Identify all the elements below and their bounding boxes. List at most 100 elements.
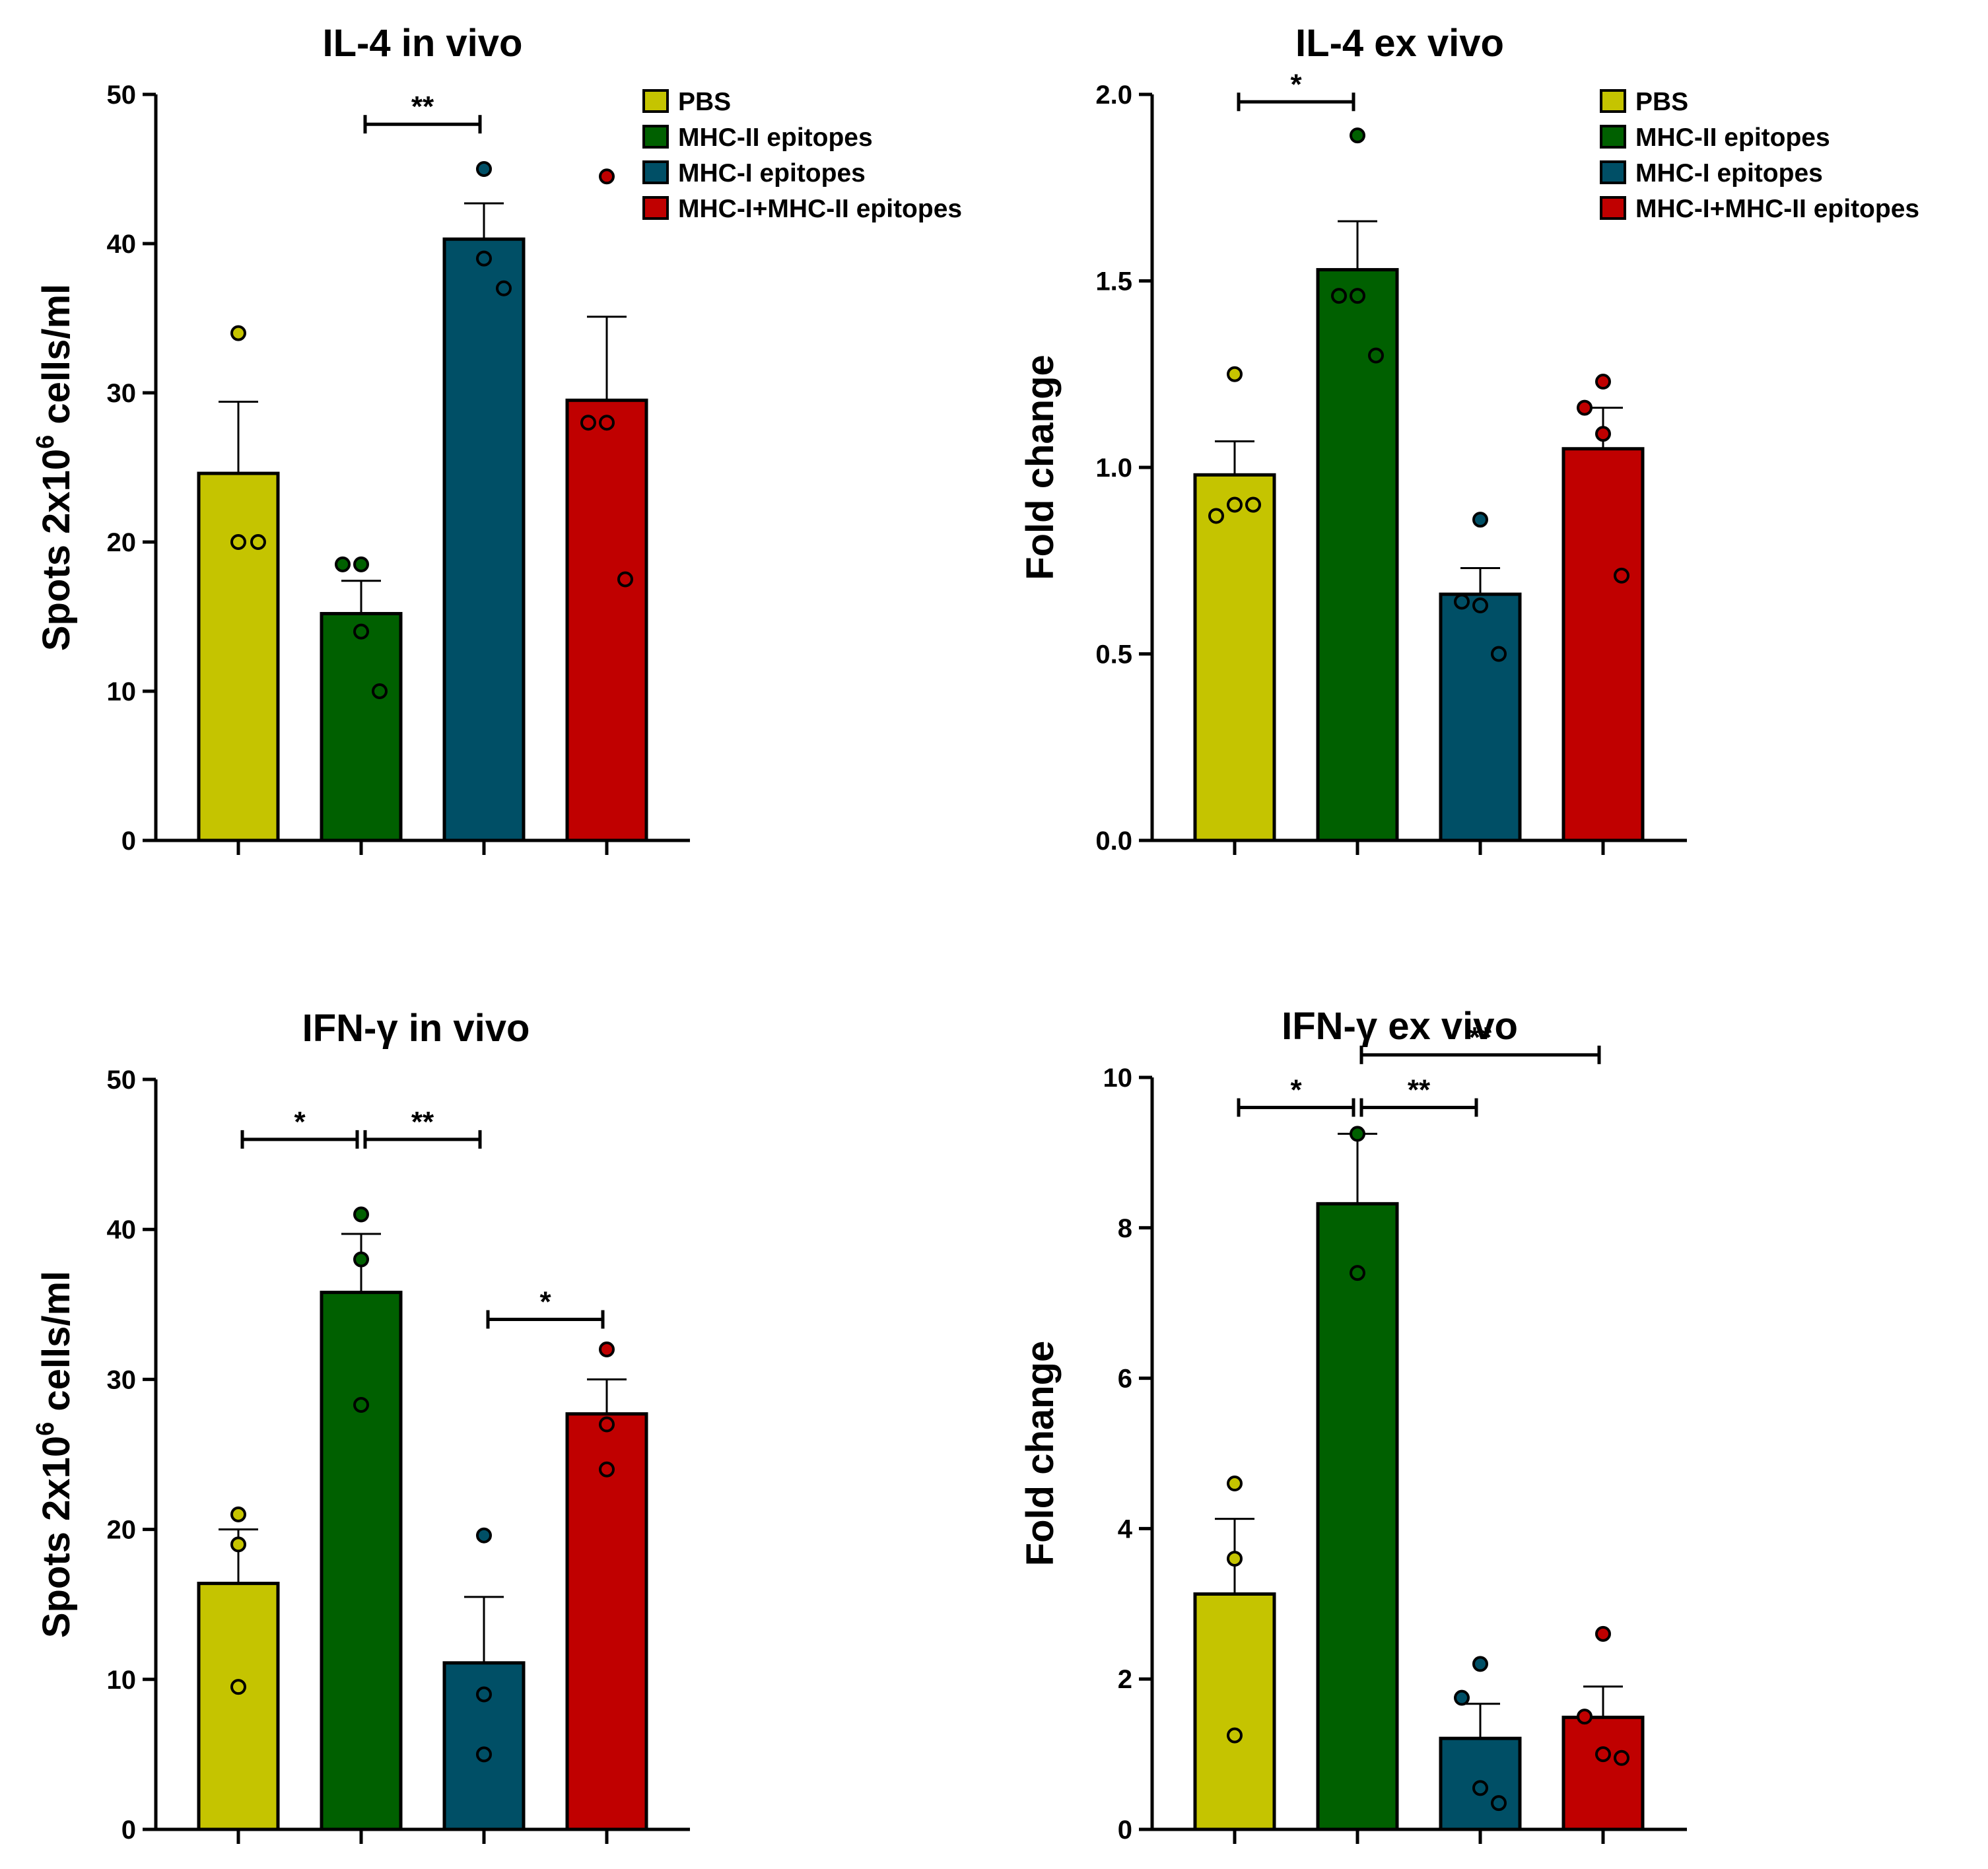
data-point: [1331, 288, 1347, 304]
data-point: [1350, 288, 1365, 304]
data-point: [1472, 1780, 1488, 1796]
bar: [1561, 447, 1645, 842]
data-point: [353, 556, 369, 572]
bar: [442, 1661, 526, 1831]
data-point: [1208, 508, 1224, 524]
data-point: [1614, 1750, 1629, 1766]
legend-swatch: [642, 196, 669, 220]
y-tick-label: 30: [107, 379, 137, 408]
data-point: [1595, 1746, 1611, 1763]
data-point: [372, 683, 388, 699]
y-tick-label: 0: [1118, 1816, 1132, 1845]
significance-label: **: [411, 90, 434, 123]
data-point: [1245, 496, 1261, 513]
data-point: [476, 161, 492, 177]
data-point: [1577, 399, 1593, 416]
data-point: [1472, 597, 1488, 614]
y-tick-label: 6: [1118, 1365, 1132, 1394]
data-point: [1350, 1126, 1365, 1142]
legend-label: MHC-II epitopes: [678, 123, 873, 152]
panel-ifng-in-vivo: IFN-γ in vivo Spots 2x106 cells/ml 0 10 20 30…: [32, 1007, 690, 1845]
data-point: [1491, 1795, 1507, 1812]
data-point: [1472, 512, 1488, 528]
bar: [197, 1581, 280, 1831]
legend-swatch: [1600, 125, 1626, 149]
legend-label: MHC-II epitopes: [1635, 123, 1830, 152]
y-axis-label-base: Spots 2x10: [35, 449, 78, 651]
data-point: [353, 1397, 369, 1413]
data-point: [599, 168, 615, 185]
y-tick-label: 0: [121, 1816, 136, 1845]
bar: [1439, 1736, 1522, 1831]
chart-title: IL-4 ex vivo: [1295, 22, 1504, 65]
data-point: [1472, 1656, 1488, 1672]
data-point: [617, 571, 633, 588]
bar: [565, 1412, 648, 1831]
data-point: [476, 1527, 492, 1544]
data-point: [1227, 1550, 1243, 1567]
legend-label: MHC-I+MHC-II epitopes: [1635, 195, 1919, 223]
y-axis-label-tail: cells/ml: [35, 284, 78, 435]
legend-swatch: [642, 125, 669, 149]
data-point: [1350, 127, 1365, 144]
data-point: [1227, 366, 1243, 382]
y-tick-label: 20: [107, 528, 137, 557]
panel-il4-in-vivo: IL-4 in vivo Spots 2x106 cells/ml 0 10 20 30 4…: [32, 22, 962, 856]
y-tick-label: 2: [1118, 1665, 1132, 1694]
significance-label: *: [1290, 1074, 1302, 1106]
legend-label: MHC-I+MHC-II epitopes: [678, 195, 962, 223]
legend-label: MHC-I epitopes: [678, 159, 866, 187]
y-tick-label: 1.0: [1095, 454, 1132, 483]
legend-label: PBS: [678, 88, 731, 116]
bar: [442, 237, 526, 842]
y-axis-label: Fold change: [1019, 355, 1062, 580]
bar: [197, 471, 280, 842]
legend-swatch: [1600, 196, 1626, 220]
significance-label: **: [1469, 1021, 1492, 1054]
y-axis-label-superscript: 6: [32, 1422, 59, 1436]
data-point: [1491, 646, 1507, 662]
bar: [320, 611, 403, 842]
significance-label: **: [411, 1106, 434, 1138]
data-point: [230, 325, 246, 341]
data-point: [1595, 426, 1611, 442]
y-tick-label: 1.5: [1095, 267, 1132, 296]
data-point: [476, 250, 492, 267]
data-point: [335, 556, 351, 572]
data-point: [1227, 496, 1243, 513]
data-point: [599, 1341, 615, 1357]
y-axis-label-superscript: 6: [32, 435, 59, 449]
data-point: [1454, 594, 1470, 610]
data-point: [353, 1251, 369, 1268]
y-tick-label: 40: [107, 1215, 137, 1244]
data-point: [230, 1506, 246, 1522]
y-tick-label: 4: [1118, 1514, 1133, 1544]
y-axis-label: Spots 2x106 cells/ml: [32, 284, 78, 651]
chart-title: IFN-γ ex vivo: [1282, 1005, 1518, 1048]
data-point: [230, 534, 246, 550]
significance-label: **: [1408, 1074, 1431, 1106]
y-tick-label: 10: [107, 1666, 137, 1695]
y-tick-label: 0: [121, 827, 136, 856]
data-point: [1368, 347, 1384, 364]
data-point: [250, 534, 266, 550]
data-point: [1595, 1625, 1611, 1642]
y-tick-label: 0.0: [1095, 827, 1132, 856]
data-point: [580, 415, 596, 431]
data-point: [599, 1416, 615, 1433]
bar: [1561, 1715, 1645, 1831]
data-point: [230, 1536, 246, 1553]
data-point: [496, 280, 512, 296]
bar: [320, 1291, 403, 1831]
bar: [1439, 592, 1522, 842]
data-point: [1227, 1476, 1243, 1492]
bar: [565, 398, 648, 842]
y-tick-label: 50: [107, 81, 137, 110]
data-point: [353, 1206, 369, 1223]
data-point: [476, 1746, 492, 1763]
y-axis-label-base: Spots 2x10: [35, 1436, 78, 1638]
y-tick-label: 40: [107, 230, 137, 259]
y-tick-label: 20: [107, 1516, 137, 1545]
